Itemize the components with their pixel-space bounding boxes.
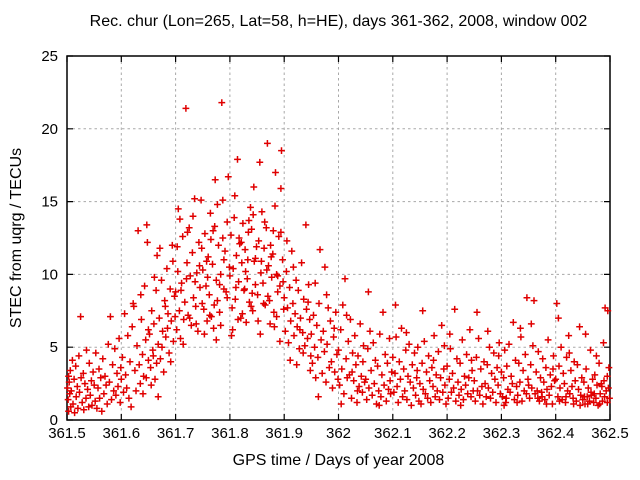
chart-title: Rec. chur (Lon=265, Lat=58, h=HE), days … bbox=[89, 13, 588, 30]
x-tick-label: 362.1 bbox=[374, 425, 412, 442]
x-tick-label: 362 bbox=[326, 425, 351, 442]
y-tick-label: 15 bbox=[41, 194, 58, 211]
x-tick-label: 362.4 bbox=[537, 425, 575, 442]
y-tick-label: 20 bbox=[41, 121, 58, 138]
x-tick-label: 361.6 bbox=[103, 425, 141, 442]
y-axis-label: STEC from uqrg / TECUs bbox=[8, 147, 25, 329]
x-tick-label: 361.5 bbox=[48, 425, 86, 442]
scatter-series bbox=[64, 99, 613, 417]
x-tick-label: 361.9 bbox=[265, 425, 303, 442]
grid-lines bbox=[67, 56, 610, 420]
y-tick-label: 10 bbox=[41, 266, 58, 283]
plot-border bbox=[66, 55, 611, 421]
x-axis-label: GPS time / Days of year 2008 bbox=[232, 452, 445, 469]
y-tick-label: 25 bbox=[41, 48, 58, 65]
x-tick-label: 362.5 bbox=[591, 425, 629, 442]
x-tick-label: 361.7 bbox=[157, 425, 195, 442]
x-tick-label: 361.8 bbox=[211, 425, 249, 442]
x-tick-label: 362.3 bbox=[483, 425, 521, 442]
y-tick-label: 5 bbox=[50, 339, 58, 356]
y-tick-label: 0 bbox=[50, 412, 58, 429]
x-tick-label: 362.2 bbox=[428, 425, 466, 442]
